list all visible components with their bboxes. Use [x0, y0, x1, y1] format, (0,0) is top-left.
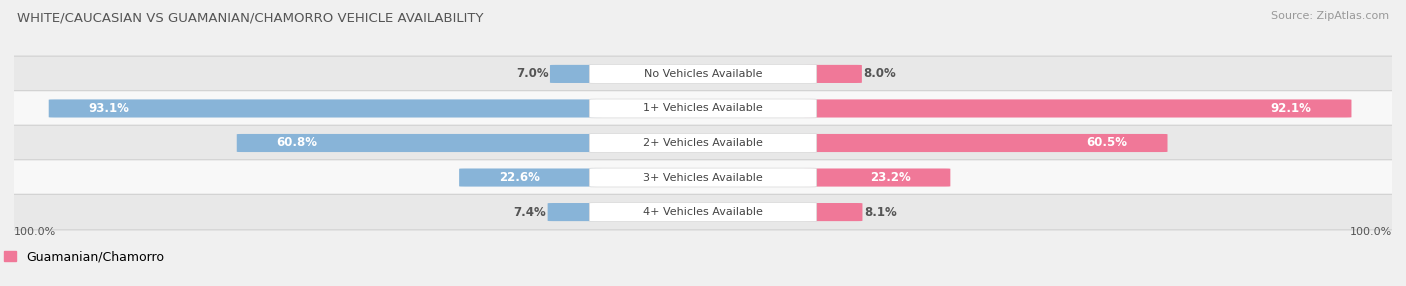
- FancyBboxPatch shape: [460, 168, 602, 186]
- FancyBboxPatch shape: [804, 134, 1167, 152]
- Text: 23.2%: 23.2%: [870, 171, 911, 184]
- FancyBboxPatch shape: [804, 100, 1351, 118]
- Text: 22.6%: 22.6%: [499, 171, 540, 184]
- FancyBboxPatch shape: [550, 65, 602, 83]
- FancyBboxPatch shape: [589, 99, 817, 118]
- Text: 7.4%: 7.4%: [513, 206, 547, 219]
- FancyBboxPatch shape: [589, 202, 817, 222]
- Text: 100.0%: 100.0%: [1350, 227, 1392, 237]
- Text: 93.1%: 93.1%: [89, 102, 129, 115]
- Text: Source: ZipAtlas.com: Source: ZipAtlas.com: [1271, 11, 1389, 21]
- Text: 2+ Vehicles Available: 2+ Vehicles Available: [643, 138, 763, 148]
- FancyBboxPatch shape: [589, 168, 817, 187]
- Text: 4+ Vehicles Available: 4+ Vehicles Available: [643, 207, 763, 217]
- Text: WHITE/CAUCASIAN VS GUAMANIAN/CHAMORRO VEHICLE AVAILABILITY: WHITE/CAUCASIAN VS GUAMANIAN/CHAMORRO VE…: [17, 11, 484, 24]
- Text: 100.0%: 100.0%: [14, 227, 56, 237]
- FancyBboxPatch shape: [589, 134, 817, 152]
- Text: 1+ Vehicles Available: 1+ Vehicles Available: [643, 104, 763, 114]
- FancyBboxPatch shape: [547, 203, 602, 221]
- FancyBboxPatch shape: [4, 56, 1402, 92]
- Legend: White/Caucasian, Guamanian/Chamorro: White/Caucasian, Guamanian/Chamorro: [0, 246, 170, 269]
- FancyBboxPatch shape: [49, 100, 602, 118]
- Text: 8.1%: 8.1%: [863, 206, 897, 219]
- FancyBboxPatch shape: [4, 125, 1402, 161]
- Text: 8.0%: 8.0%: [863, 67, 896, 80]
- Text: 3+ Vehicles Available: 3+ Vehicles Available: [643, 172, 763, 182]
- Text: No Vehicles Available: No Vehicles Available: [644, 69, 762, 79]
- FancyBboxPatch shape: [804, 65, 862, 83]
- FancyBboxPatch shape: [804, 168, 950, 186]
- FancyBboxPatch shape: [589, 64, 817, 84]
- Text: 7.0%: 7.0%: [516, 67, 548, 80]
- Text: 60.8%: 60.8%: [277, 136, 318, 150]
- FancyBboxPatch shape: [804, 203, 862, 221]
- Text: 60.5%: 60.5%: [1087, 136, 1128, 150]
- FancyBboxPatch shape: [4, 91, 1402, 126]
- FancyBboxPatch shape: [4, 194, 1402, 230]
- FancyBboxPatch shape: [236, 134, 602, 152]
- Text: 92.1%: 92.1%: [1271, 102, 1312, 115]
- FancyBboxPatch shape: [4, 160, 1402, 195]
